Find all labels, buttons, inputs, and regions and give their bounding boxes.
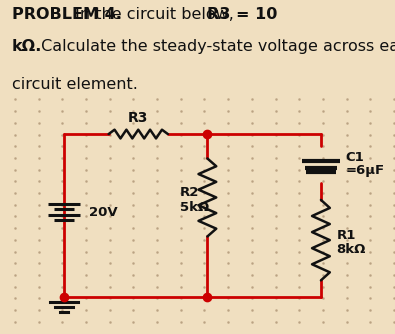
Text: kΩ.: kΩ. [12, 39, 42, 54]
Text: R1: R1 [337, 229, 356, 242]
Text: circuit element.: circuit element. [12, 77, 138, 92]
Text: 8kΩ: 8kΩ [337, 243, 366, 257]
Text: In the circuit below,: In the circuit below, [70, 7, 239, 22]
Text: 20V: 20V [89, 206, 117, 218]
Text: Calculate the steady-state voltage across each: Calculate the steady-state voltage acros… [36, 39, 395, 54]
Text: 5kΩ: 5kΩ [180, 201, 209, 214]
Text: R3 = 10: R3 = 10 [207, 7, 277, 22]
Text: =6μF: =6μF [346, 164, 385, 177]
Text: C1: C1 [346, 151, 364, 164]
Text: PROBLEM 4.: PROBLEM 4. [12, 7, 122, 22]
Text: R3: R3 [128, 111, 149, 125]
Text: R2: R2 [180, 186, 199, 199]
